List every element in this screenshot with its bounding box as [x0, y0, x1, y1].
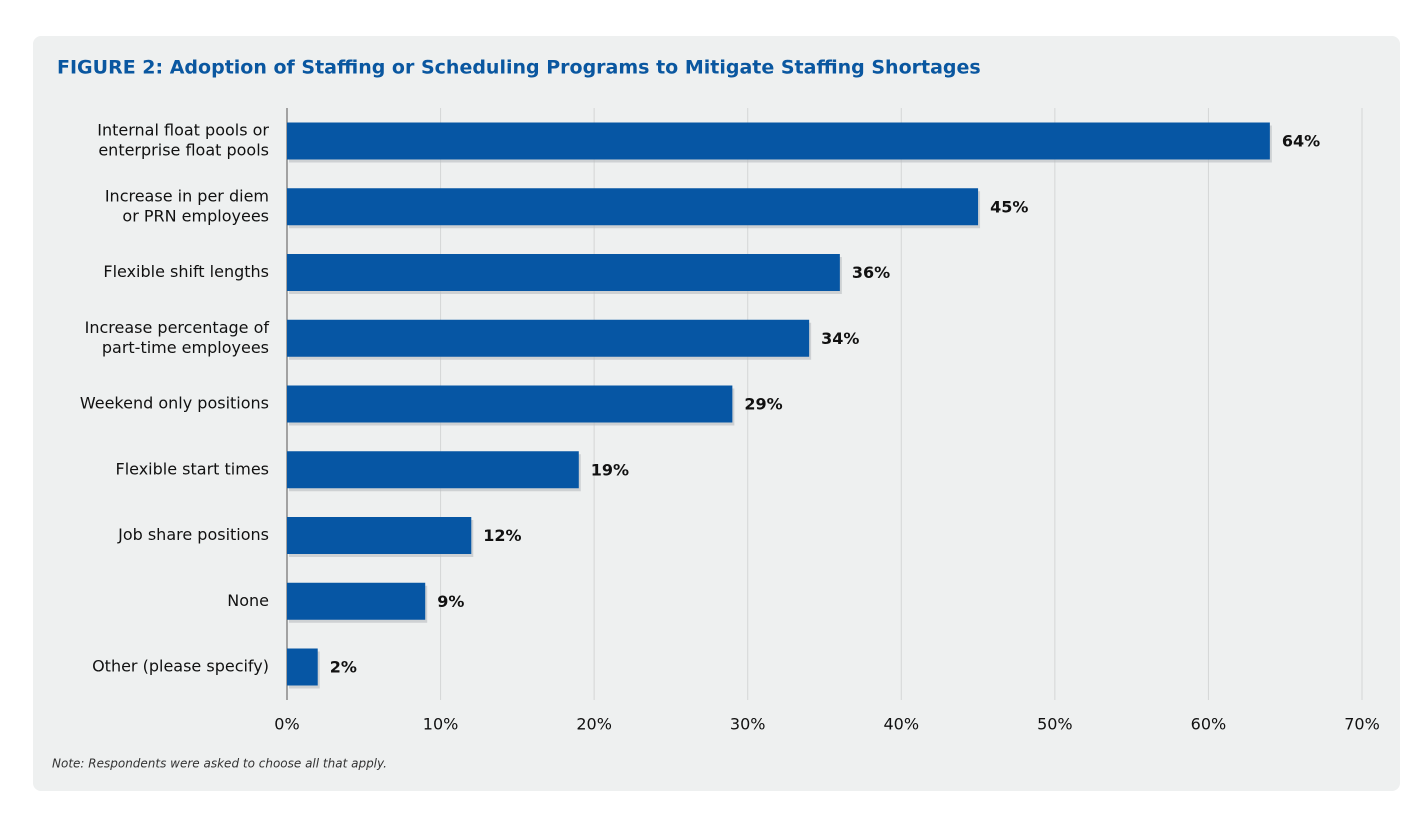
y-tick-label: part-time employees	[102, 338, 269, 357]
y-tick-label: Flexible start times	[116, 459, 270, 478]
value-label: 36%	[852, 263, 890, 282]
y-tick-label: enterprise float pools	[98, 141, 269, 160]
x-tick-label: 70%	[1344, 715, 1380, 734]
value-label: 9%	[437, 592, 464, 611]
bar	[287, 254, 840, 291]
x-tick-label: 40%	[884, 715, 920, 734]
y-tick-label: Job share positions	[117, 525, 269, 544]
bar	[287, 122, 1270, 160]
chart-title: FIGURE 2: Adoption of Staffing or Schedu…	[57, 57, 981, 79]
bar	[287, 517, 472, 554]
bar	[287, 385, 733, 423]
bar	[287, 648, 318, 686]
value-label: 29%	[744, 395, 782, 414]
y-tick-label: Weekend only positions	[80, 394, 269, 413]
y-tick-label: Flexible shift lengths	[103, 262, 269, 281]
y-tick-label: Internal float pools or	[97, 121, 269, 140]
x-tick-label: 10%	[423, 715, 459, 734]
bar	[287, 319, 810, 357]
value-label: 64%	[1282, 132, 1320, 151]
value-label: 45%	[990, 197, 1028, 216]
bar	[287, 582, 426, 620]
x-tick-label: 30%	[730, 715, 766, 734]
x-tick-label: 60%	[1191, 715, 1227, 734]
bar	[287, 188, 979, 226]
value-label: 2%	[330, 658, 357, 677]
x-tick-label: 20%	[576, 715, 612, 734]
y-tick-label: or PRN employees	[122, 206, 269, 225]
value-label: 19%	[591, 460, 629, 479]
y-tick-label: None	[227, 591, 269, 610]
y-tick-label: Increase in per diem	[105, 186, 269, 205]
note: Note: Respondents were asked to choose a…	[52, 757, 387, 771]
y-tick-label: Increase percentage of	[85, 318, 270, 337]
bar	[287, 451, 579, 489]
x-tick-label: 0%	[274, 715, 299, 734]
x-tick-label: 50%	[1037, 715, 1073, 734]
y-tick-label: Other (please specify)	[92, 657, 269, 676]
value-label: 34%	[821, 329, 859, 348]
value-label: 12%	[483, 526, 521, 545]
